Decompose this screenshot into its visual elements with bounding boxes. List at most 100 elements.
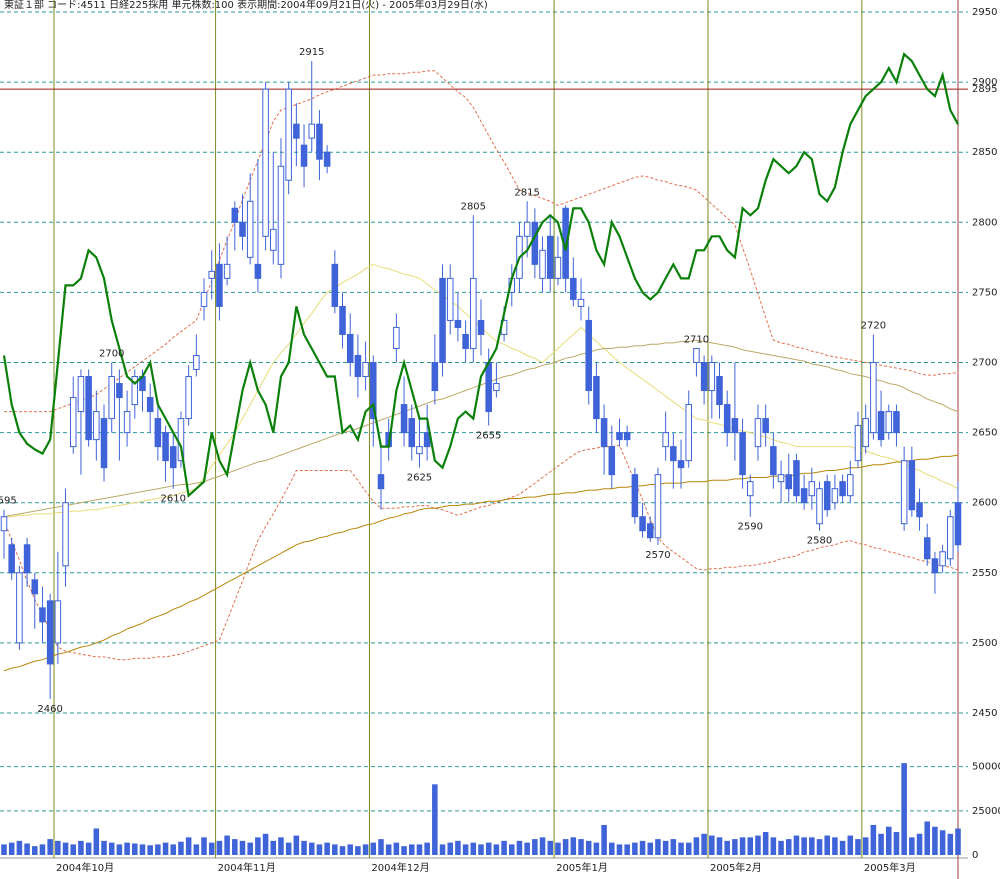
annotation: 2915 <box>299 47 324 58</box>
candle-body <box>939 551 946 567</box>
volume-bar <box>301 840 307 855</box>
annotation: 2625 <box>407 473 432 484</box>
x-tick-label: 2005年2月 <box>710 861 762 874</box>
candle-body <box>800 488 808 504</box>
candle-body <box>923 537 931 560</box>
candle-body <box>308 123 316 139</box>
annotation: 2700 <box>99 349 124 360</box>
annotation: 2570 <box>645 550 670 561</box>
volume-bar <box>947 833 954 855</box>
volume-bar <box>432 784 438 855</box>
volume-bar <box>439 844 446 855</box>
volume-tick-label: 25000 <box>972 806 1000 817</box>
candle-body <box>908 460 916 511</box>
candle-body <box>0 516 8 532</box>
y-tick-label: 2450 <box>972 708 997 719</box>
annotation: 2720 <box>861 320 886 331</box>
candle-body <box>793 460 800 497</box>
volume-bar <box>524 842 530 855</box>
y-tick-label: 2500 <box>972 638 997 649</box>
volume-bar <box>755 835 761 855</box>
volume-bar <box>208 842 215 855</box>
candle-body <box>708 362 716 392</box>
candle-body <box>570 277 577 300</box>
annotation: 2580 <box>807 536 832 547</box>
volume-bar <box>324 842 330 855</box>
candle-body <box>893 411 900 434</box>
annotation: 2610 <box>161 494 186 505</box>
volume-bar <box>585 840 592 855</box>
volume-bar <box>509 844 515 855</box>
volume-bar <box>124 842 130 855</box>
candle-body <box>39 607 46 623</box>
volume-bar <box>378 839 384 855</box>
candle-body <box>93 411 100 441</box>
volume-bar <box>539 837 546 855</box>
candle-body <box>623 432 631 441</box>
volume-bar <box>932 826 938 855</box>
candle-body <box>847 474 854 497</box>
candle-body <box>285 88 292 181</box>
y-tick-label: 2800 <box>972 217 997 228</box>
volume-bar <box>655 839 661 855</box>
volume-bar <box>516 840 523 855</box>
volume-bar <box>870 824 877 855</box>
volume-bar <box>670 839 677 855</box>
volume-bar <box>224 835 230 855</box>
candle-body <box>654 474 662 539</box>
candle-body <box>477 319 485 335</box>
volume-bar <box>32 846 38 855</box>
candle-body <box>762 418 769 434</box>
volume-bar <box>878 833 884 855</box>
candle-body <box>693 347 700 364</box>
annotation: 2655 <box>476 431 501 442</box>
volume-bar <box>339 846 346 855</box>
volume-bar <box>924 821 930 855</box>
candle-body <box>208 270 215 279</box>
candle-body <box>631 474 639 518</box>
volume-bar <box>139 844 146 855</box>
candle-body <box>31 579 39 595</box>
candle-body <box>839 481 846 497</box>
volume-bar <box>93 828 100 855</box>
candle-body <box>216 263 223 307</box>
x-tick-label: 2004年11月 <box>218 861 276 874</box>
volume-bar <box>747 837 754 855</box>
volume-bar <box>801 837 807 855</box>
volume-bar <box>47 839 53 855</box>
x-tick-label: 2005年1月 <box>556 861 608 874</box>
candle-body <box>900 460 908 525</box>
volume-bar <box>662 840 669 855</box>
candle-body <box>662 432 669 448</box>
candle-body <box>947 516 954 560</box>
candle-body <box>408 418 416 448</box>
candle-body <box>585 319 592 392</box>
volume-bar <box>816 839 823 855</box>
volume-bar <box>624 844 630 855</box>
candle-body <box>931 558 939 574</box>
candle-body <box>146 397 154 413</box>
volume-bar <box>809 837 815 855</box>
volume-bar <box>716 837 723 855</box>
volume-bar <box>501 840 507 855</box>
candle-body <box>339 305 346 335</box>
candle-body <box>331 263 339 307</box>
annotation: 2590 <box>738 522 763 533</box>
candle-body <box>685 404 692 462</box>
candle-body <box>808 481 816 497</box>
volume-bar <box>24 843 30 855</box>
annotation: 2710 <box>684 334 709 345</box>
candle-body <box>770 446 777 476</box>
candle-body <box>277 165 285 265</box>
volume-bar <box>78 840 84 855</box>
candle-body <box>677 460 685 469</box>
y-tick-label: 2900 <box>972 77 997 88</box>
candle-body <box>169 446 177 469</box>
volume-bar <box>893 832 900 855</box>
volume-bar <box>616 844 623 855</box>
volume-bar <box>647 842 654 855</box>
candle-body <box>731 418 739 434</box>
volume-bar <box>593 842 600 855</box>
volume-bar <box>685 842 692 855</box>
